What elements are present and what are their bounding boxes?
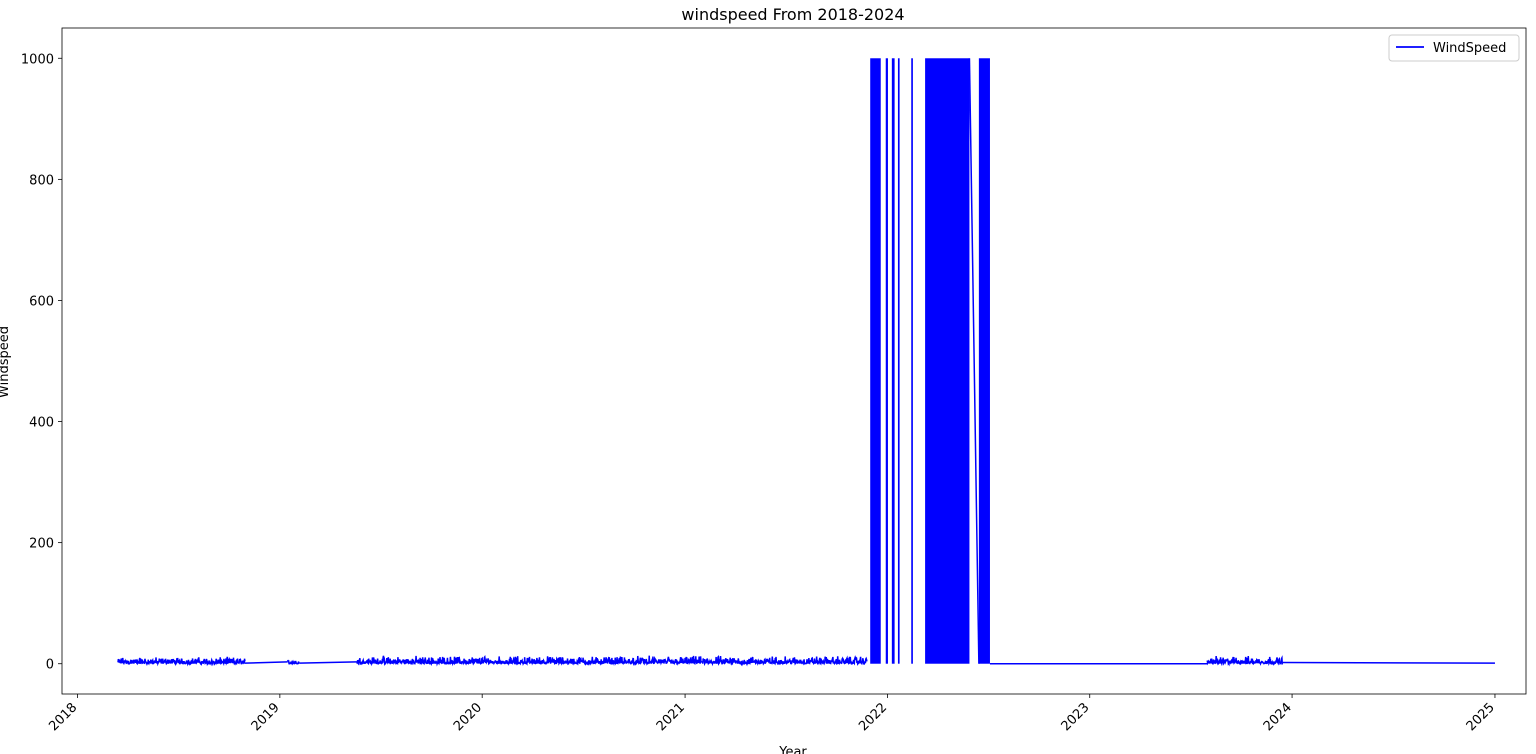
series-windspeed-connector-1 <box>244 661 288 664</box>
legend: WindSpeed <box>1388 34 1520 62</box>
y-tick-label-800: 800 <box>29 173 54 188</box>
y-tick-label-600: 600 <box>29 294 54 309</box>
series-windspeed-high-block-6 <box>925 58 970 664</box>
series-windspeed-connector-3 <box>968 58 980 664</box>
series-windspeed-connector-5 <box>1282 661 1495 664</box>
plot-area <box>61 27 1527 695</box>
series-windspeed-connector-2 <box>299 661 357 664</box>
series-windspeed-noise-segment-3 <box>356 654 868 667</box>
y-tick-label-1000: 1000 <box>21 52 54 67</box>
series-windspeed-high-block-7 <box>978 58 990 664</box>
x-axis-label: Year <box>778 745 807 754</box>
chart-title: windspeed From 2018-2024 <box>681 5 904 24</box>
series-windspeed-noise-segment-1 <box>117 656 246 667</box>
series-windspeed-high-block-2 <box>885 58 888 664</box>
series-windspeed-noise-segment-4 <box>1206 655 1284 667</box>
y-axis-label: Windspeed <box>0 326 12 398</box>
series-windspeed-high-block-3 <box>891 58 895 664</box>
y-tick-label-200: 200 <box>29 537 54 552</box>
y-axis: 0 200 400 600 800 1000 <box>21 52 62 673</box>
series-windspeed-noise-segment-2 <box>286 659 300 666</box>
series-windspeed-high-block-5 <box>911 58 913 664</box>
series-windspeed-high-block-4 <box>897 58 900 664</box>
series-windspeed-high-block-1 <box>870 58 881 664</box>
plot-frame <box>61 27 1527 695</box>
legend-box <box>1388 34 1520 62</box>
y-tick-label-400: 400 <box>29 416 54 431</box>
legend-label-windspeed: WindSpeed <box>1433 41 1506 56</box>
y-tick-label-0: 0 <box>46 658 54 673</box>
